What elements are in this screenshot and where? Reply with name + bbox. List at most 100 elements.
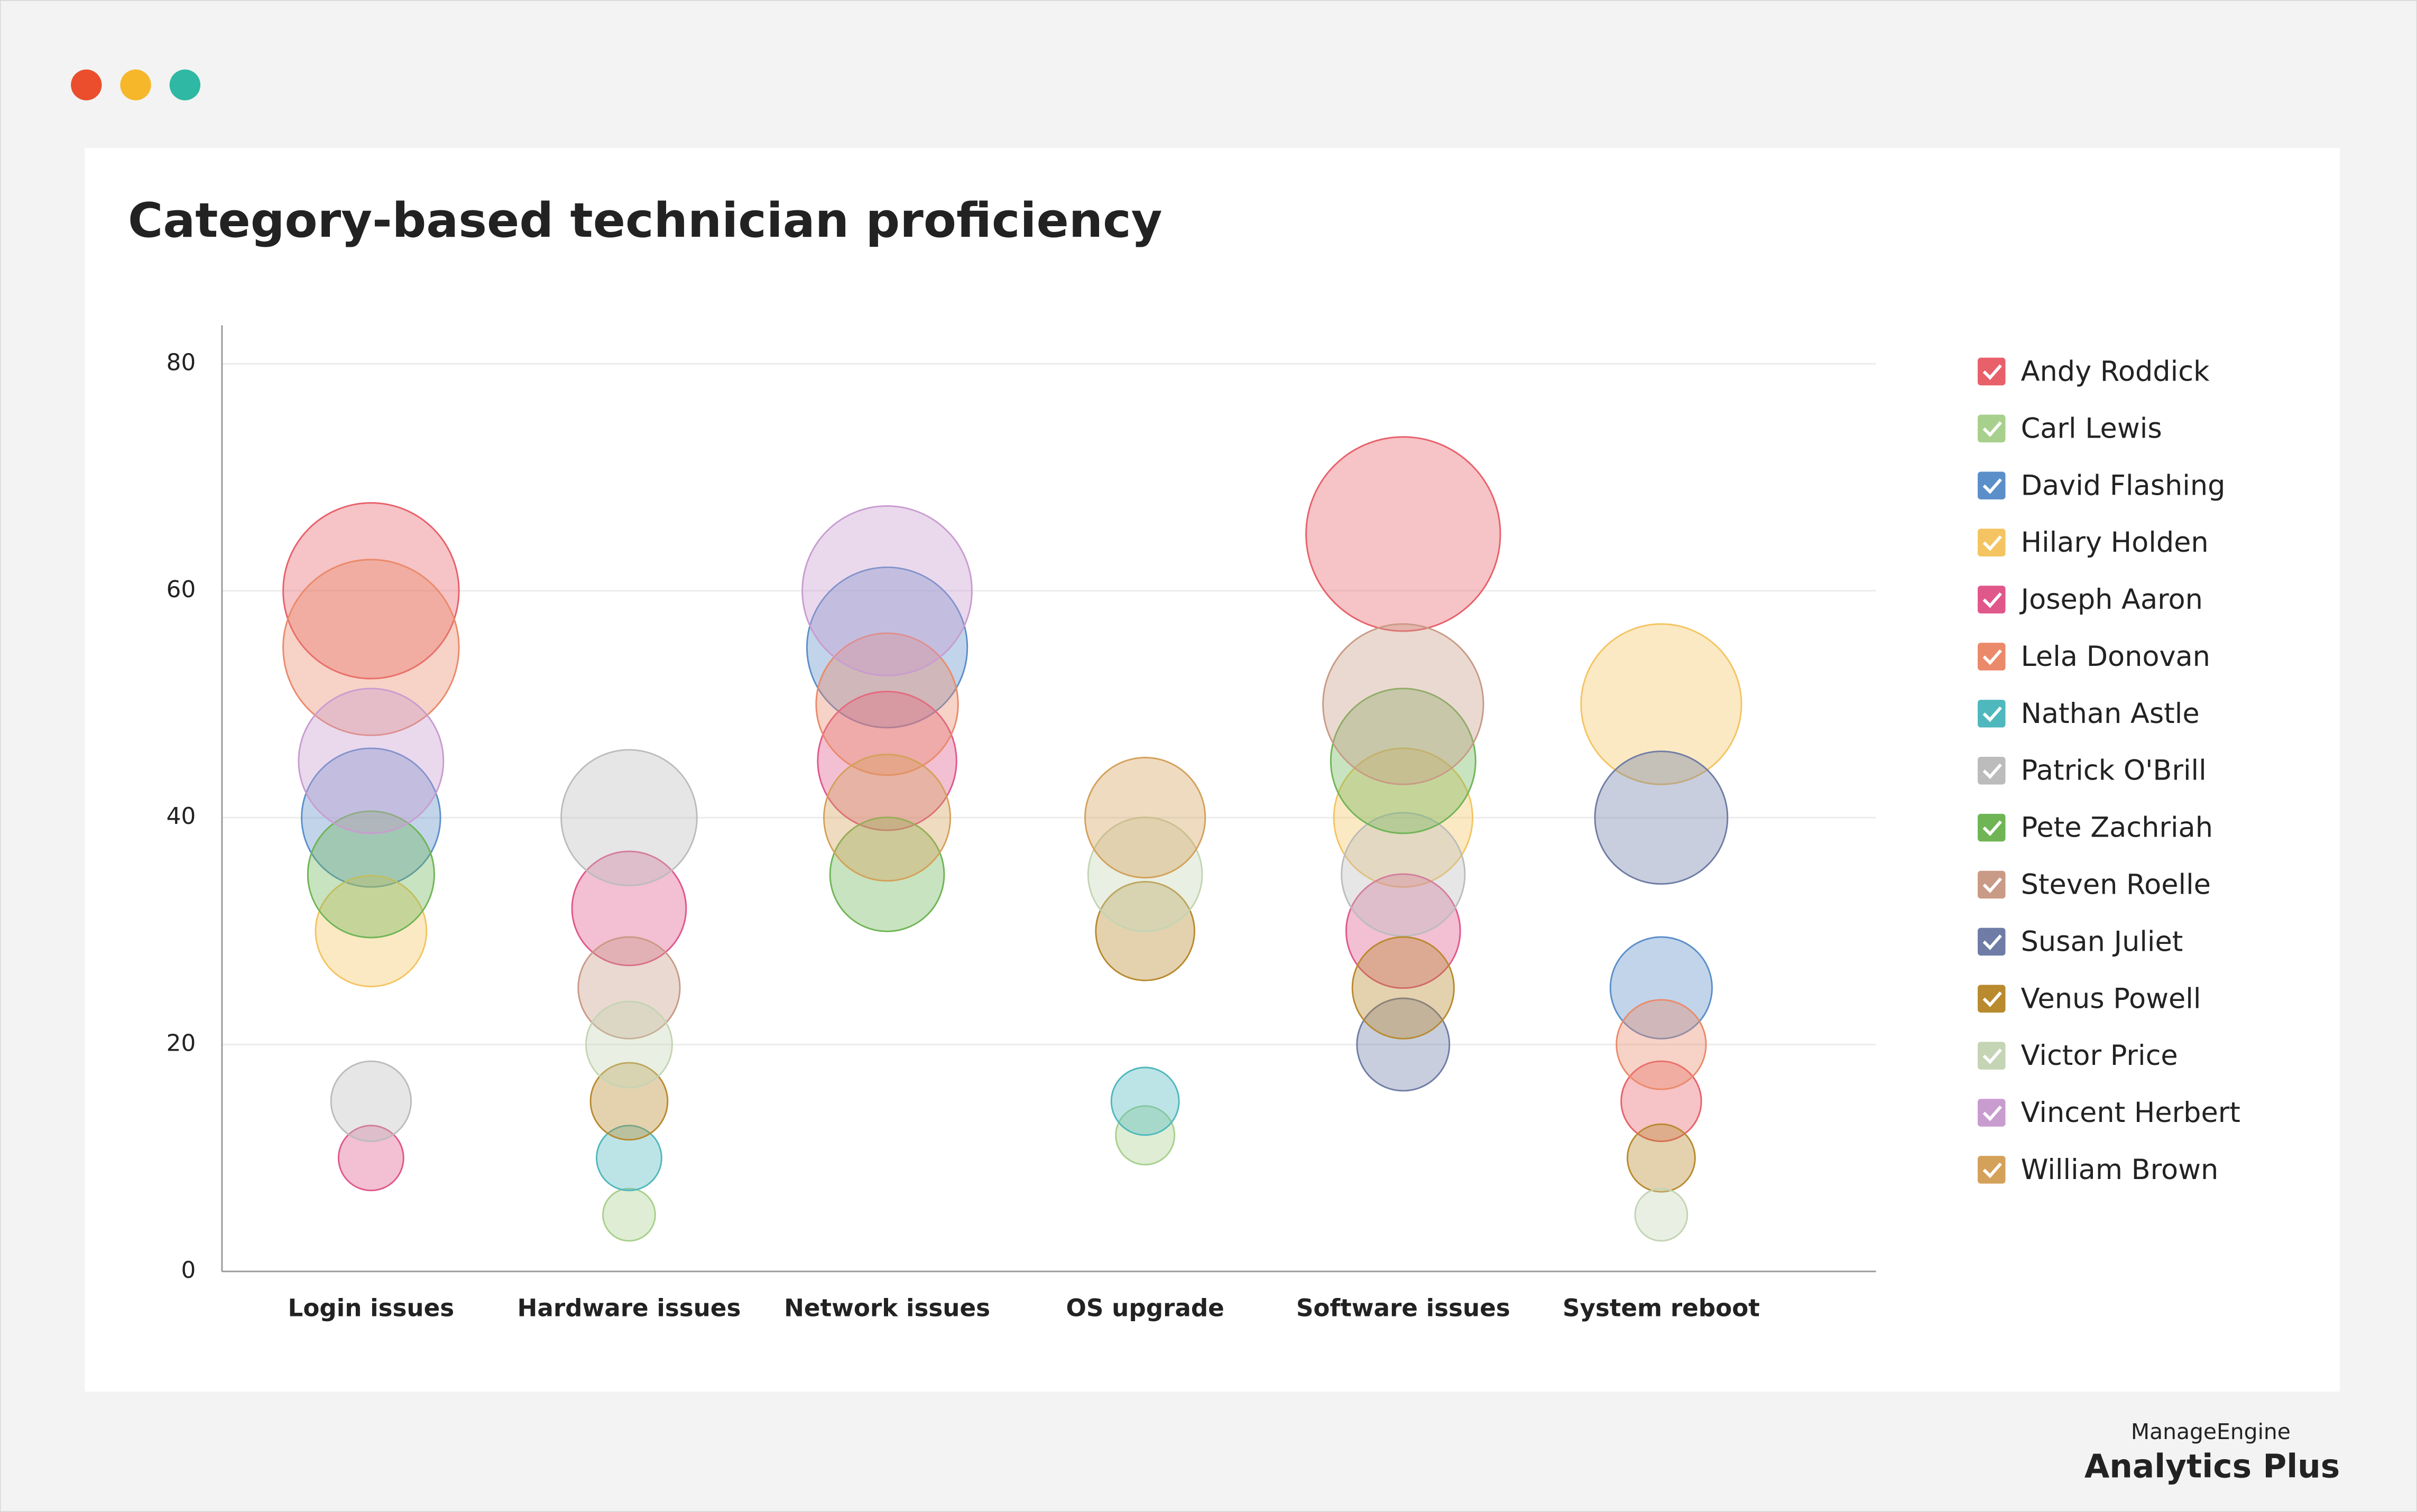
legend-check xyxy=(1982,649,2002,665)
legend-check xyxy=(1982,877,2002,893)
window-close[interactable] xyxy=(71,69,102,100)
bubble[interactable] xyxy=(1616,999,1707,1090)
legend-label[interactable]: Steven Roelle xyxy=(2021,869,2211,901)
legend-label[interactable]: Vincent Herbert xyxy=(2021,1097,2240,1129)
legend-check xyxy=(1982,421,2002,437)
chart-title: Category-based technician proficiency xyxy=(128,193,1163,248)
legend-checkbox[interactable] xyxy=(1977,927,2006,956)
bubble[interactable] xyxy=(1084,757,1206,879)
bubble[interactable] xyxy=(282,559,460,736)
legend-label[interactable]: Carl Lewis xyxy=(2021,412,2162,444)
bubble[interactable] xyxy=(585,1000,673,1089)
bubble[interactable] xyxy=(1351,936,1455,1040)
bubble[interactable] xyxy=(1087,817,1203,932)
bubble[interactable] xyxy=(829,817,945,932)
window-minimize[interactable] xyxy=(120,69,151,100)
bubble[interactable] xyxy=(282,502,460,680)
legend-checkbox[interactable] xyxy=(1977,643,2006,671)
bubble[interactable] xyxy=(560,749,698,886)
legend-checkbox[interactable] xyxy=(1977,1156,2006,1184)
legend-check xyxy=(1982,364,2002,380)
y-tick-label: 80 xyxy=(167,349,196,376)
bubble[interactable] xyxy=(1620,1060,1702,1143)
bubble[interactable] xyxy=(330,1060,412,1143)
legend-label[interactable]: William Brown xyxy=(2021,1154,2219,1186)
legend-check xyxy=(1982,592,2002,608)
bubble[interactable] xyxy=(815,632,959,776)
bubble[interactable] xyxy=(602,1188,656,1242)
legend-label[interactable]: David Flashing xyxy=(2021,469,2226,502)
brand-company: ManageEngine xyxy=(2131,1419,2291,1444)
legend-checkbox[interactable] xyxy=(1977,700,2006,728)
x-tick-label: OS upgrade xyxy=(1066,1294,1224,1322)
bubble[interactable] xyxy=(801,505,973,676)
x-tick-label: Login issues xyxy=(288,1294,455,1322)
legend-check xyxy=(1982,706,2002,722)
x-tick-label: Software issues xyxy=(1296,1294,1510,1322)
y-tick-label: 0 xyxy=(181,1257,196,1284)
bubble[interactable] xyxy=(1305,436,1501,632)
bubble[interactable] xyxy=(577,936,681,1040)
y-tick-label: 60 xyxy=(167,576,196,603)
chart-panel xyxy=(85,148,2340,1392)
bubble[interactable] xyxy=(1580,623,1742,785)
bubble[interactable] xyxy=(1626,1123,1696,1193)
bubble[interactable] xyxy=(589,1062,669,1141)
bubble[interactable] xyxy=(315,875,428,988)
legend-checkbox[interactable] xyxy=(1977,471,2006,500)
bubble[interactable] xyxy=(1609,936,1713,1040)
y-tick-label: 20 xyxy=(167,1029,196,1056)
bubble[interactable] xyxy=(817,691,957,831)
legend-checkbox[interactable] xyxy=(1977,414,2006,443)
legend-check xyxy=(1982,763,2002,780)
legend-checkbox[interactable] xyxy=(1977,985,2006,1013)
legend-checkbox[interactable] xyxy=(1977,586,2006,614)
legend-checkbox[interactable] xyxy=(1977,813,2006,842)
bubble[interactable] xyxy=(301,747,441,888)
bubble[interactable] xyxy=(1341,812,1466,937)
legend-check xyxy=(1982,478,2002,494)
brand-product: Analytics Plus xyxy=(2084,1448,2340,1486)
bubble[interactable] xyxy=(307,810,435,939)
legend-label[interactable]: Hilary Holden xyxy=(2021,526,2209,559)
bubble[interactable] xyxy=(1322,623,1484,785)
legend-check xyxy=(1982,1162,2002,1179)
legend-checkbox[interactable] xyxy=(1977,870,2006,899)
legend-checkbox[interactable] xyxy=(1977,1099,2006,1127)
bubble[interactable] xyxy=(1333,747,1473,888)
bubble[interactable] xyxy=(1345,873,1461,989)
bubble[interactable] xyxy=(1634,1188,1689,1242)
legend-label[interactable]: Venus Powell xyxy=(2021,982,2201,1015)
legend-checkbox[interactable] xyxy=(1977,1042,2006,1070)
legend-checkbox[interactable] xyxy=(1977,756,2006,785)
bubble[interactable] xyxy=(806,566,968,729)
bubble[interactable] xyxy=(337,1125,404,1192)
bubble[interactable] xyxy=(1330,688,1477,834)
x-tick-label: Network issues xyxy=(784,1294,990,1322)
legend-label[interactable]: Pete Zachriah xyxy=(2021,812,2213,844)
bubble[interactable] xyxy=(1594,750,1729,885)
legend-label[interactable]: Andy Roddick xyxy=(2021,356,2210,388)
legend-label[interactable]: Joseph Aaron xyxy=(2019,583,2203,616)
legend-check xyxy=(1982,1105,2002,1121)
legend-label[interactable]: Victor Price xyxy=(2021,1040,2178,1072)
legend-checkbox[interactable] xyxy=(1977,528,2006,556)
bubble[interactable] xyxy=(596,1125,662,1192)
legend-label[interactable]: Nathan Astle xyxy=(2021,698,2200,730)
y-tick-label: 40 xyxy=(167,803,196,830)
legend-check xyxy=(1982,991,2002,1007)
legend-checkbox[interactable] xyxy=(1977,357,2006,386)
bubble[interactable] xyxy=(1356,997,1451,1092)
bubble[interactable] xyxy=(823,754,952,882)
legend-label[interactable]: Patrick O'Brill xyxy=(2021,755,2207,787)
window-maximize[interactable] xyxy=(169,69,201,100)
legend-label[interactable]: Susan Juliet xyxy=(2021,925,2183,958)
x-tick-label: System reboot xyxy=(1563,1294,1760,1322)
bubble[interactable] xyxy=(1110,1066,1180,1136)
bubble[interactable] xyxy=(298,688,445,834)
legend-label[interactable]: Lela Donovan xyxy=(2021,641,2210,673)
legend-check xyxy=(1982,820,2002,837)
x-tick-label: Hardware issues xyxy=(518,1294,741,1322)
